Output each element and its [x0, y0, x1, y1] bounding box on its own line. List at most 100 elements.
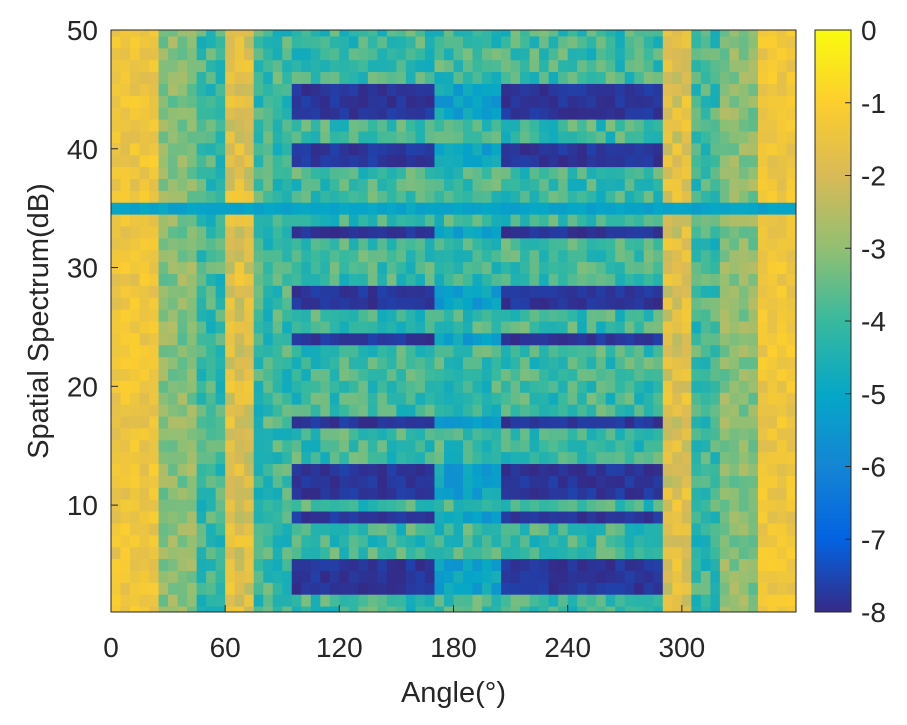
- heatmap-cell: [672, 356, 683, 370]
- heatmap-cell: [320, 380, 331, 393]
- heatmap-cell: [320, 119, 331, 132]
- heatmap-cell: [339, 511, 350, 524]
- heatmap-cell: [225, 487, 236, 500]
- heatmap-cell: [491, 404, 502, 417]
- heatmap-cell: [510, 404, 521, 417]
- heatmap-cell: [149, 439, 160, 453]
- heatmap-cell: [567, 309, 578, 322]
- heatmap-cell: [596, 190, 607, 203]
- heatmap-cell: [443, 475, 454, 488]
- heatmap-cell: [672, 285, 683, 298]
- heatmap-cell: [443, 582, 454, 595]
- heatmap-cell: [615, 30, 626, 37]
- heatmap-cell: [548, 404, 559, 417]
- heatmap-cell: [358, 249, 369, 263]
- heatmap-cell: [453, 95, 464, 108]
- heatmap-cell: [767, 285, 778, 298]
- heatmap-cell: [329, 83, 340, 96]
- x-tick-label: 240: [544, 632, 591, 663]
- heatmap-cell: [653, 582, 664, 595]
- heatmap-cell: [434, 321, 445, 334]
- heatmap-cell: [767, 261, 778, 274]
- heatmap-cell: [719, 582, 730, 595]
- heatmap-cell: [120, 487, 131, 500]
- heatmap-cell: [310, 594, 321, 607]
- heatmap-cell: [415, 166, 426, 179]
- y-tick-label: 50: [67, 15, 98, 46]
- heatmap-cell: [529, 297, 540, 310]
- heatmap-cell: [434, 178, 445, 191]
- heatmap-cell: [453, 71, 464, 84]
- heatmap-cell: [434, 522, 445, 536]
- heatmap-cell: [738, 416, 749, 429]
- heatmap-cell: [529, 451, 540, 465]
- heatmap-cell: [196, 356, 207, 370]
- heatmap-cell: [472, 427, 483, 441]
- heatmap-cell: [776, 202, 787, 215]
- heatmap-cell: [463, 582, 474, 595]
- heatmap-cell: [272, 487, 283, 500]
- heatmap-cell: [567, 427, 578, 441]
- heatmap-cell: [244, 534, 255, 548]
- heatmap-cell: [415, 47, 426, 61]
- heatmap-cell: [377, 95, 388, 108]
- heatmap-cell: [596, 356, 607, 370]
- heatmap-cell: [472, 154, 483, 168]
- heatmap-cell: [215, 35, 226, 49]
- heatmap-cell: [272, 273, 283, 286]
- heatmap-cell: [577, 178, 588, 191]
- heatmap-cell: [329, 35, 340, 49]
- heatmap-cell: [738, 558, 749, 571]
- heatmap-cell: [605, 558, 616, 571]
- heatmap-cell: [405, 570, 416, 583]
- heatmap-cell: [558, 261, 569, 274]
- heatmap-cell: [329, 285, 340, 298]
- heatmap-cell: [577, 427, 588, 441]
- heatmap-cell: [558, 356, 569, 370]
- heatmap-cell: [653, 261, 664, 274]
- heatmap-cell: [339, 249, 350, 263]
- heatmap-cell: [605, 190, 616, 203]
- heatmap-cell: [282, 380, 293, 393]
- heatmap-cell: [520, 225, 531, 239]
- heatmap-cell: [291, 249, 302, 263]
- heatmap-cell: [653, 558, 664, 571]
- heatmap-cell: [282, 427, 293, 441]
- heatmap-cell: [662, 59, 673, 73]
- heatmap-cell: [700, 499, 711, 512]
- heatmap-cell: [424, 285, 435, 298]
- heatmap-cell: [301, 249, 312, 263]
- heatmap-cell: [529, 368, 540, 381]
- heatmap-cell: [558, 297, 569, 310]
- heatmap-cell: [301, 142, 312, 156]
- heatmap-cell: [339, 30, 350, 37]
- heatmap-cell: [367, 95, 378, 108]
- heatmap-cell: [482, 202, 493, 215]
- heatmap-cell: [662, 30, 673, 37]
- heatmap-cell: [539, 178, 550, 191]
- heatmap-cell: [757, 142, 768, 156]
- heatmap-cell: [463, 249, 474, 263]
- heatmap-cell: [367, 594, 378, 607]
- heatmap-cell: [643, 214, 654, 227]
- heatmap-cell: [130, 59, 141, 73]
- heatmap-cell: [615, 475, 626, 488]
- heatmap-cell: [177, 83, 188, 96]
- heatmap-cell: [301, 154, 312, 168]
- heatmap-cell: [577, 83, 588, 96]
- heatmap-cell: [634, 285, 645, 298]
- heatmap-cell: [149, 30, 160, 37]
- heatmap-cell: [424, 59, 435, 73]
- heatmap-cell: [196, 297, 207, 310]
- heatmap-cell: [272, 214, 283, 227]
- heatmap-cell: [111, 59, 122, 73]
- heatmap-cell: [443, 332, 454, 346]
- heatmap-cell: [596, 202, 607, 215]
- heatmap-cell: [396, 404, 407, 417]
- heatmap-cell: [757, 463, 768, 476]
- heatmap-cell: [291, 202, 302, 215]
- heatmap-cell: [453, 214, 464, 227]
- heatmap-cell: [263, 321, 274, 334]
- heatmap-cell: [662, 321, 673, 334]
- heatmap-cell: [605, 499, 616, 512]
